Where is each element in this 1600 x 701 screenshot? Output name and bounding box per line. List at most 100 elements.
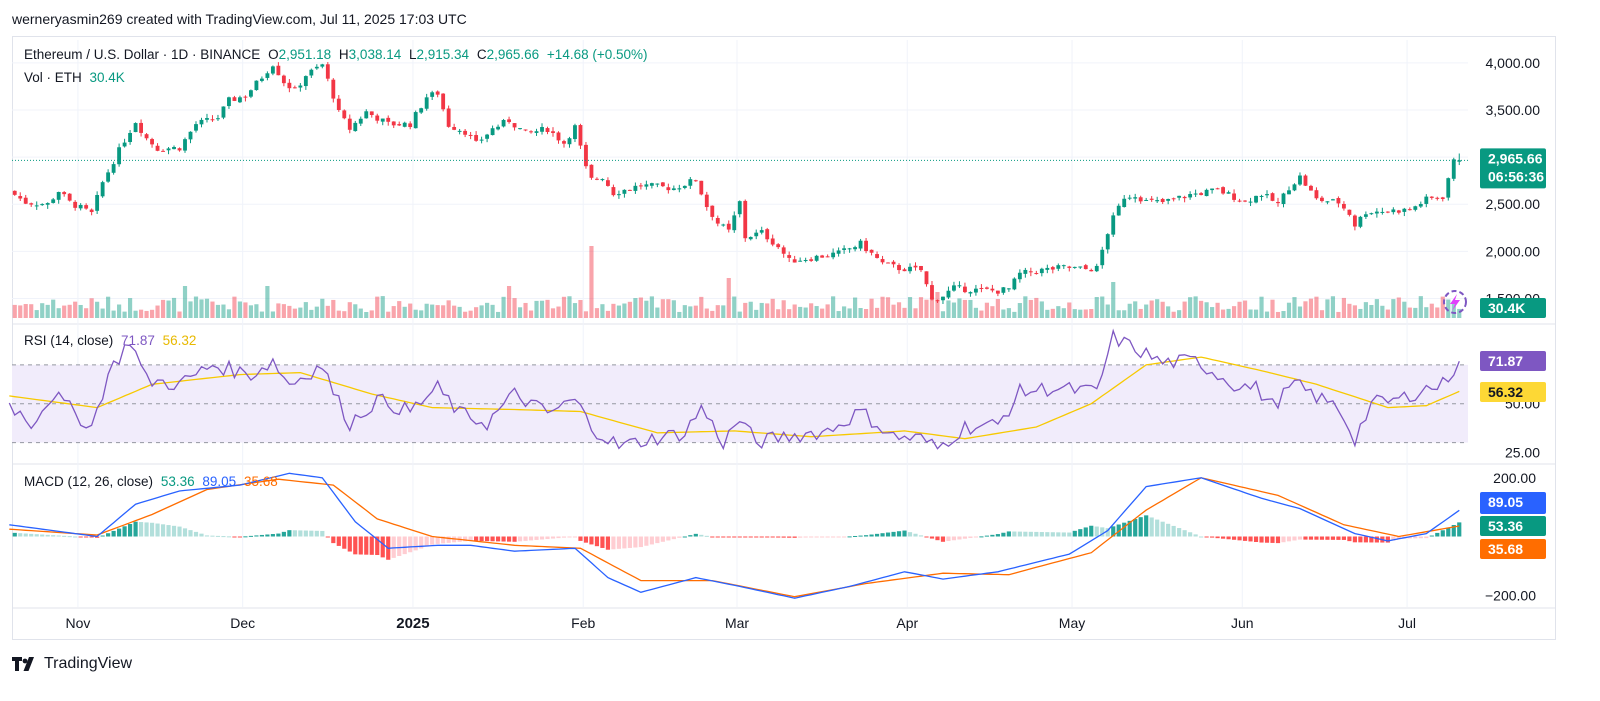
volume-bar (1363, 302, 1368, 318)
candle (23, 197, 28, 204)
macd-histogram-bar (495, 536, 501, 542)
candle (56, 191, 61, 200)
candle (930, 285, 934, 300)
macd-histogram-bar (776, 536, 781, 538)
candle (227, 97, 231, 107)
candle (194, 124, 198, 131)
candle (1089, 269, 1094, 272)
volume-bar (402, 306, 407, 318)
volume-bar (1188, 297, 1193, 318)
macd-histogram-bar (1111, 526, 1116, 537)
open-value: 2,951.18 (278, 47, 332, 62)
candle (336, 98, 341, 110)
volume-bar (693, 305, 698, 318)
macd-histogram-bar (627, 536, 632, 548)
volume-pane (12, 246, 1462, 318)
candle (875, 254, 879, 258)
candle (507, 119, 511, 123)
candle (1341, 203, 1346, 209)
price-tick-label: 4,000.00 (1486, 55, 1541, 71)
macd-badge-text: 89.05 (1488, 494, 1523, 510)
volume-label[interactable]: Vol · ETH (24, 70, 82, 85)
candle (765, 229, 770, 240)
volume-bar (408, 303, 413, 318)
tradingview-logo[interactable]: TradingView (12, 655, 132, 673)
candle (479, 139, 484, 141)
candle (1050, 267, 1055, 270)
volume-bar (215, 304, 221, 318)
rsi-tick-label: 25.00 (1505, 444, 1540, 460)
macd-histogram-bar (907, 532, 913, 537)
volume-bar (1358, 308, 1363, 318)
volume-bar (820, 308, 825, 318)
volume-bar (1100, 296, 1105, 318)
volume-bar (1369, 304, 1374, 318)
volume-bar (885, 297, 891, 318)
candle (908, 266, 912, 272)
volume-bar (413, 309, 418, 318)
macd-histogram-bar (1231, 536, 1237, 540)
candle (864, 240, 868, 252)
volume-bar (523, 302, 528, 318)
volume-bar (1292, 297, 1297, 318)
candle (616, 194, 621, 196)
macd-histogram-bar (874, 533, 880, 537)
macd-histogram-bar (809, 536, 814, 538)
macd-histogram-bar (517, 536, 523, 542)
lightning-icon (1443, 290, 1467, 314)
macd-histogram-bar (671, 536, 676, 540)
volume-bar (210, 301, 215, 318)
macd-histogram-bar (539, 536, 545, 540)
volume-bar (583, 311, 589, 318)
macd-histogram-bar (1089, 525, 1094, 537)
volume-bar (776, 309, 781, 318)
macd-histogram-bar (259, 534, 264, 537)
volume-bar (1352, 305, 1357, 318)
candle (89, 209, 94, 213)
candle (957, 285, 962, 287)
volume-bar (1259, 296, 1264, 318)
macd-histogram-bar (962, 536, 968, 539)
volume-bar (133, 310, 138, 318)
candle (704, 194, 709, 208)
volume-bar (891, 304, 896, 318)
macd-histogram-bar (12, 532, 17, 537)
volume-bar (627, 301, 632, 318)
x-tick-label: Dec (230, 615, 255, 631)
candle (446, 108, 451, 127)
macd-histogram-bar (1391, 536, 1396, 541)
candle (1171, 198, 1176, 200)
macd-label[interactable]: MACD (12, 26, close) (24, 474, 154, 489)
macd-histogram-bar (84, 536, 89, 538)
volume-bar (1177, 310, 1182, 318)
candle (1276, 201, 1280, 204)
volume-bar (342, 311, 347, 318)
x-tick-label: May (1059, 615, 1085, 631)
candle (1166, 198, 1171, 201)
macd-histogram-bar (655, 536, 660, 544)
volume-bar (1237, 301, 1242, 318)
candle (1424, 196, 1429, 204)
candle (1193, 193, 1198, 195)
candle (1017, 272, 1022, 280)
chart-frame[interactable] (12, 36, 1556, 640)
volume-bar (1122, 310, 1127, 318)
rsi-label[interactable]: RSI (14, close) (24, 333, 114, 348)
symbol-title[interactable]: Ethereum / U.S. Dollar · 1D · BINANCE (24, 47, 261, 62)
volume-bar (479, 305, 484, 318)
candle (150, 139, 154, 145)
candle (369, 111, 374, 115)
low-label: L (409, 47, 417, 62)
candle (770, 238, 775, 245)
candle (638, 185, 643, 187)
axes: Nov Dec 2025 Feb Mar Apr May Jun Jul 4,000.00 3,50… (65, 55, 1540, 632)
volume-bar (122, 311, 127, 318)
macd-histogram-bar (281, 531, 286, 537)
macd-histogram-bar (984, 535, 989, 537)
volume-bar (1050, 308, 1055, 318)
volume-bar (276, 303, 281, 318)
macd-histogram-bar (1451, 525, 1456, 537)
macd-histogram-bar (160, 524, 166, 537)
volume-bar (226, 309, 232, 318)
